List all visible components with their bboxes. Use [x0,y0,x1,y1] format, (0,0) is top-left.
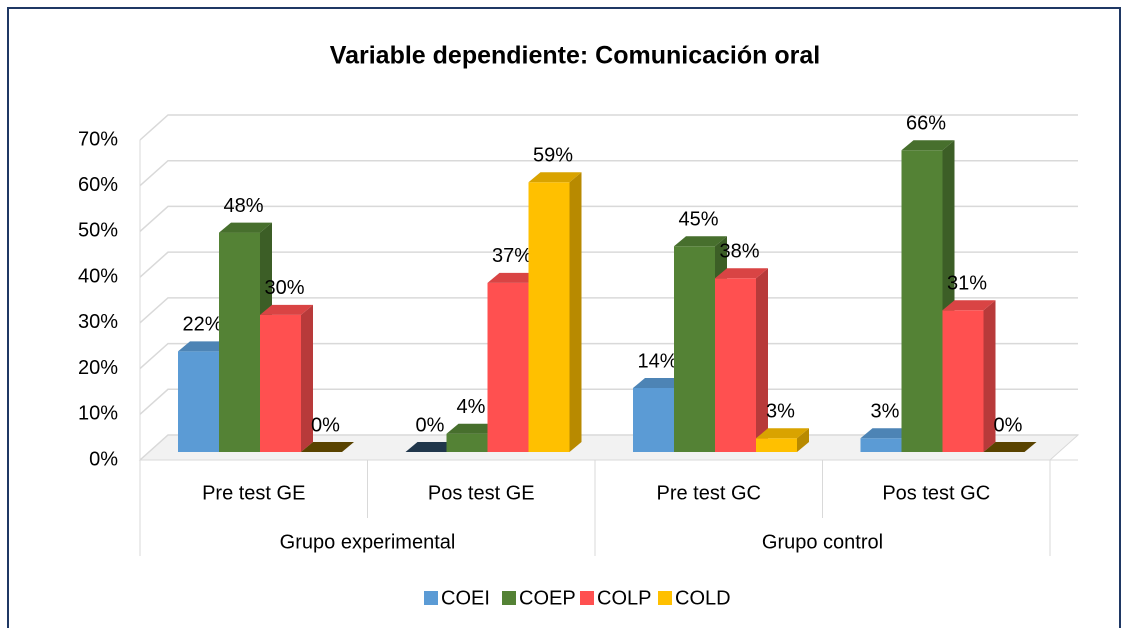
y-tick-label: 50% [78,220,118,242]
data-label: 4% [457,396,486,418]
bar-front [633,388,674,452]
bar-top [983,442,1037,452]
y-tick-label: 60% [78,174,118,196]
bar-top [860,428,914,439]
bar-front [715,278,756,452]
data-label: 0% [311,414,340,436]
legend-swatch [658,591,672,605]
bar-side [756,268,768,452]
data-label: 37% [492,245,532,267]
data-label: 48% [223,195,263,217]
group-label: Grupo control [762,531,883,553]
grid-line [139,342,1078,370]
x-tick-label: Pos test GE [428,482,535,504]
bar-side [569,172,582,453]
bar-top [487,272,541,283]
legend-swatch [580,591,594,605]
grid-line [139,251,1078,278]
grid-line [139,388,1078,415]
data-label: 59% [533,145,573,167]
data-label: 3% [871,401,900,423]
bar [983,442,1037,452]
bar-top [942,300,996,311]
bar-top [446,423,500,434]
data-label: 45% [678,209,718,231]
bar-top [178,341,231,352]
bar-front [260,314,301,452]
data-label: 3% [766,401,795,423]
y-tick-label: 70% [78,128,118,150]
legend-swatch [502,591,516,605]
bar-front [860,438,902,452]
bar-top [756,428,809,439]
data-label: 0% [416,414,445,436]
bar-front [446,433,488,452]
data-label: 14% [637,350,677,372]
bar-front [528,182,570,453]
bar [942,300,996,452]
bar-front [178,351,219,452]
bar [301,442,354,452]
bar-side [301,304,313,452]
bar-front [756,438,797,452]
bar-top [901,140,955,151]
y-tick-label: 20% [78,357,118,379]
legend-label: COEP [519,587,576,609]
bar-front [901,150,943,453]
data-label: 38% [719,241,759,263]
legend-label: COLD [675,587,731,609]
bar-front [942,310,984,452]
bar-front [219,232,260,452]
grid-line [139,159,1078,187]
bar-top [674,236,727,247]
y-tick-label: 10% [78,403,118,425]
data-label: 0% [994,414,1023,436]
bar [260,304,313,452]
bar [405,442,459,452]
bar-top [405,442,459,452]
x-tick-label: Pre test GC [657,482,761,504]
bar [756,428,809,452]
bar-top [301,442,354,452]
chart-title: Variable dependiente: Comunicación oral [330,42,820,70]
bar-top [633,378,686,388]
group-label: Grupo experimental [280,531,456,553]
bar-top [715,268,768,279]
bar-top [219,222,272,233]
legend-label: COEI [441,587,490,609]
bar-front [674,246,715,452]
grid-line [139,297,1078,324]
data-label: 30% [264,277,304,299]
x-tick-label: Pre test GE [202,482,305,504]
data-label: 31% [947,273,987,295]
bar-side [797,428,809,452]
bar-top [528,172,582,183]
bar [528,172,582,453]
x-tick-label: Pos test GC [882,482,990,504]
bar-side [983,300,996,452]
legend-swatch [424,591,438,605]
bar-front [487,282,529,452]
grid-line [139,114,1078,141]
grid-line [139,205,1078,232]
y-tick-label: 30% [78,311,118,333]
data-label: 22% [182,314,222,336]
legend-label: COLP [597,587,651,609]
y-tick-label: 0% [89,448,118,470]
bar-top [260,304,313,315]
data-label: 66% [906,113,946,135]
bar [715,268,768,452]
y-tick-label: 40% [78,265,118,287]
